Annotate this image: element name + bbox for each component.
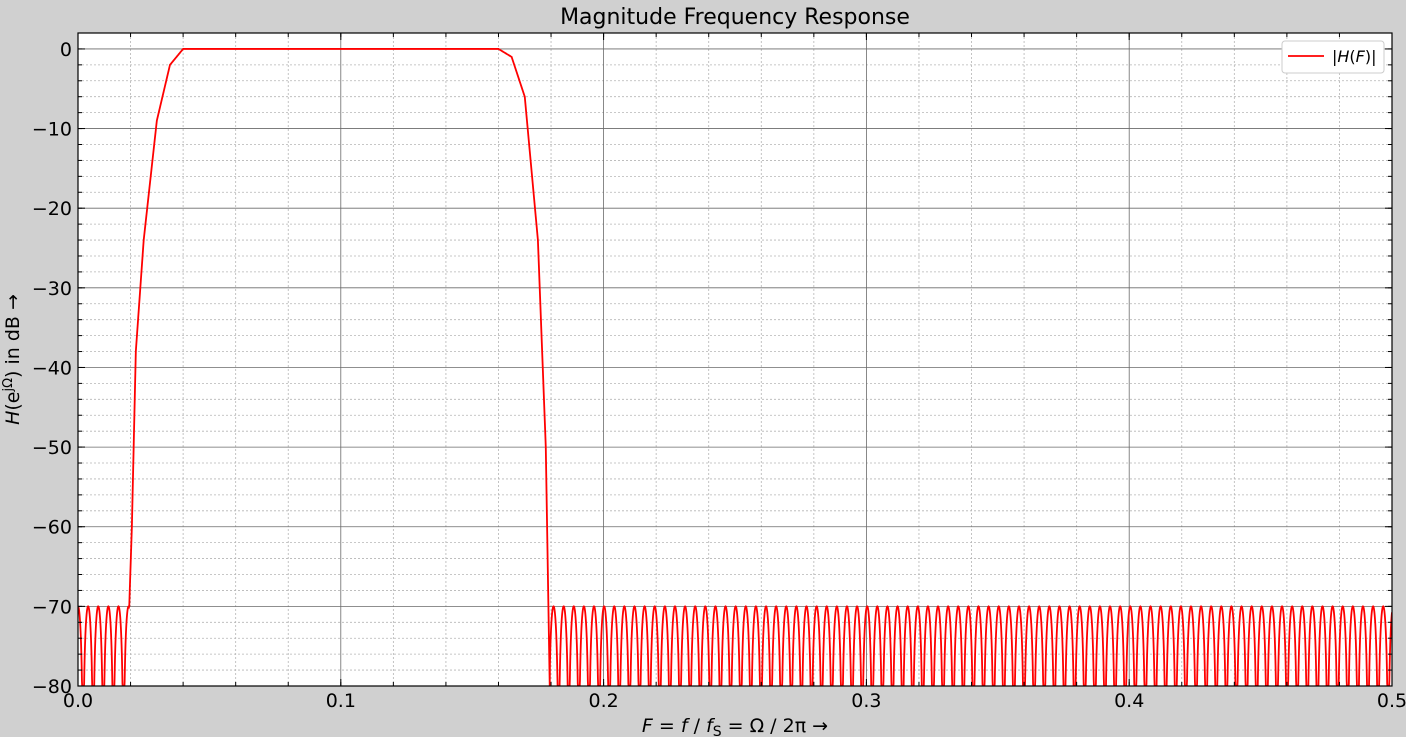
axes-border (77, 32, 1393, 687)
chart-title: Magnitude Frequency Response (560, 5, 910, 30)
y-axis-label: H(ejΩ) in dB → (1, 294, 24, 425)
legend-label-part: F (1356, 47, 1366, 66)
legend-label-part: H (1337, 47, 1349, 66)
y-tick-labels: 0 −10 −20 −30 −40 −50 −60 −70 −80 (32, 39, 72, 698)
ticks (77, 33, 1393, 687)
x-tick-label: 0.0 (63, 690, 93, 712)
x-axis-label-part: S (713, 724, 722, 737)
y-tick-label: −20 (32, 198, 72, 220)
x-tick-label: 0.2 (588, 690, 618, 712)
y-tick-label: −50 (32, 437, 72, 459)
legend-label: |H(F)| (1332, 47, 1377, 66)
x-axis-label-part: = Ω / 2π → (722, 715, 829, 737)
y-axis-label-part: ) in dB → (2, 294, 24, 378)
legend: |H(F)| (1281, 40, 1385, 74)
x-axis-label-part: f (681, 715, 691, 737)
x-tick-labels: 0.0 0.1 0.2 0.3 0.4 0.5 (63, 690, 1406, 712)
series-line-H (78, 48, 1392, 686)
y-axis-label-part: (e (2, 392, 24, 411)
y-tick-label: −80 (32, 676, 72, 698)
x-axis-label-part: F (642, 715, 654, 737)
legend-label-part: ( (1349, 47, 1355, 66)
legend-box (1281, 40, 1385, 74)
plot-background (78, 33, 1392, 686)
x-tick-label: 0.3 (851, 690, 881, 712)
y-tick-label: −30 (32, 278, 72, 300)
x-axis-label-part: / (688, 715, 706, 737)
legend-label-part: )| (1365, 47, 1377, 66)
axes-frame (77, 32, 1393, 687)
y-axis-label-part: H (2, 411, 24, 425)
y-tick-label: 0 (60, 39, 72, 61)
legend-label-part: | (1332, 47, 1337, 66)
x-tick-label: 0.5 (1377, 690, 1406, 712)
x-axis-label-part: f (706, 715, 716, 737)
x-tick-label: 0.4 (1114, 690, 1144, 712)
y-tick-label: −40 (32, 357, 72, 379)
x-axis-label-part: = (653, 715, 681, 737)
y-tick-label: −60 (32, 517, 72, 539)
y-axis-label-part: jΩ (1, 378, 16, 393)
x-axis-label: F = f / fS = Ω / 2π → (642, 715, 828, 737)
series-layer (78, 48, 1392, 686)
plot-area (78, 33, 1392, 686)
y-tick-label: −10 (32, 119, 72, 141)
x-tick-label: 0.1 (326, 690, 356, 712)
y-tick-label: −70 (32, 596, 72, 618)
